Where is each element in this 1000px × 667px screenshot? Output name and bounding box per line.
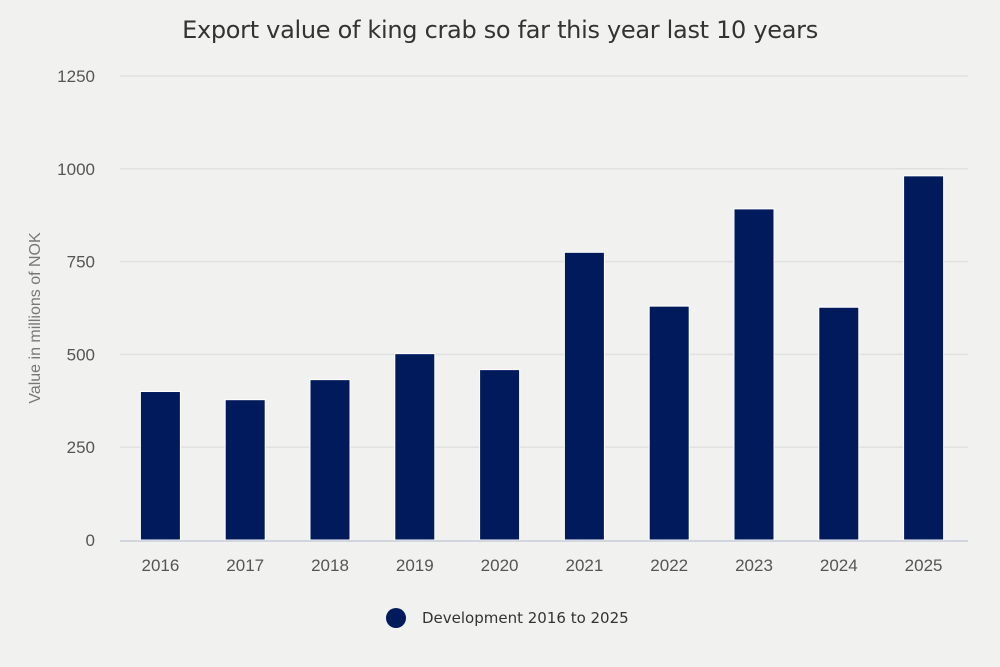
legend-label: Development 2016 to 2025: [422, 609, 629, 627]
bar-2017[interactable]: [224, 399, 266, 541]
x-tick-label: 2025: [905, 556, 943, 575]
y-tick-label: 0: [86, 531, 95, 550]
y-tick-label: 750: [67, 253, 95, 272]
bar-2019[interactable]: [394, 353, 436, 541]
x-tick-label: 2022: [650, 556, 688, 575]
y-axis-label: Value in millions of NOK: [27, 232, 44, 404]
x-tick-label: 2023: [735, 556, 773, 575]
bar-2025[interactable]: [903, 175, 945, 541]
chart-title: Export value of king crab so far this ye…: [182, 16, 818, 44]
x-tick-label: 2016: [141, 556, 179, 575]
y-tick-label: 250: [67, 438, 95, 457]
bar-2024[interactable]: [818, 306, 860, 541]
bar-2020[interactable]: [479, 369, 521, 541]
x-tick-label: 2021: [565, 556, 603, 575]
y-tick-label: 500: [67, 345, 95, 364]
bars: [139, 175, 945, 541]
bar-2016[interactable]: [139, 391, 181, 541]
y-tick-label: 1250: [57, 67, 95, 86]
x-tick-label: 2019: [396, 556, 434, 575]
x-axis-ticks: 2016 2017 2018 2019 2020 2021 2022 2023 2024 2025: [141, 556, 942, 575]
x-tick-label: 2024: [820, 556, 858, 575]
y-tick-label: 1000: [57, 160, 95, 179]
x-tick-label: 2018: [311, 556, 349, 575]
bar-2022[interactable]: [648, 305, 690, 541]
bar-2021[interactable]: [563, 251, 605, 541]
x-tick-label: 2020: [481, 556, 519, 575]
x-tick-label: 2017: [226, 556, 264, 575]
legend: Development 2016 to 2025: [386, 608, 629, 628]
y-axis-ticks: 0 250 500 750 1000 1250: [57, 67, 95, 550]
bar-2023[interactable]: [733, 208, 775, 541]
legend-marker-icon: [386, 608, 406, 628]
bar-2018[interactable]: [309, 379, 351, 541]
